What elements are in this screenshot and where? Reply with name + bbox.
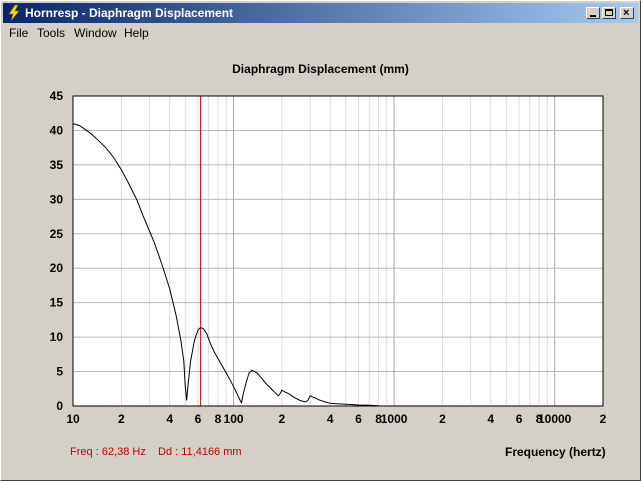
y-tick-label: 35	[50, 158, 64, 172]
menu-tools[interactable]: Tools	[37, 26, 66, 40]
minimize-button[interactable]	[586, 7, 600, 19]
displacement-readout: Dd : 11,4166 mm	[158, 446, 242, 458]
maximize-button[interactable]	[602, 7, 616, 19]
x-tick-label: 6	[195, 412, 202, 426]
x-tick-label: 2	[279, 412, 286, 426]
close-button[interactable]: ×	[620, 7, 634, 19]
x-tick-label: 4	[166, 412, 173, 426]
x-tick-label: 2	[439, 412, 446, 426]
y-tick-label: 0	[56, 399, 63, 413]
y-tick-label: 40	[50, 123, 64, 137]
menu-help[interactable]: Help	[124, 26, 149, 40]
x-tick-label: 10000	[538, 412, 572, 426]
displacement-curve	[72, 123, 379, 407]
x-tick-label: 8	[536, 412, 543, 426]
title-bar[interactable]: Hornresp - Diaphragm Displacement ×	[3, 3, 638, 23]
x-tick-label: 6	[516, 412, 523, 426]
x-tick-label: 100	[224, 412, 244, 426]
x-tick-label: 2	[118, 412, 125, 426]
y-tick-label: 10	[50, 330, 64, 344]
x-tick-label: 4	[487, 412, 494, 426]
menu-window[interactable]: Window	[74, 26, 117, 40]
y-tick-label: 5	[56, 365, 63, 379]
x-tick-label: 4	[327, 412, 334, 426]
x-axis-label: Frequency (hertz)	[505, 445, 606, 459]
y-tick-label: 30	[50, 192, 64, 206]
hornresp-app-icon	[8, 4, 20, 22]
y-tick-label: 25	[50, 227, 64, 241]
x-tick-label: 1000	[381, 412, 408, 426]
x-tick-label: 8	[375, 412, 382, 426]
menu-bar: File Tools Window Help	[3, 24, 638, 42]
x-tick-label: 8	[215, 412, 222, 426]
minimize-icon	[590, 15, 596, 17]
plot-border	[72, 95, 604, 407]
maximize-icon	[605, 9, 613, 16]
x-tick-label: 2	[600, 412, 607, 426]
close-icon: ×	[623, 7, 630, 19]
menu-file[interactable]: File	[9, 26, 29, 40]
y-tick-label: 45	[50, 89, 64, 103]
y-tick-label: 15	[50, 296, 64, 310]
window-title: Hornresp - Diaphragm Displacement	[25, 6, 234, 20]
frequency-readout: Freq : 62,38 Hz	[70, 446, 146, 458]
x-tick-label: 6	[355, 412, 362, 426]
chart-area: Diaphragm Displacement (mm) 45 40 35 30 25 20…	[3, 43, 638, 478]
plot-background	[73, 96, 603, 406]
x-tick-label: 10	[66, 412, 80, 426]
y-tick-label: 20	[50, 261, 64, 275]
chart-title: Diaphragm Displacement (mm)	[232, 62, 409, 76]
